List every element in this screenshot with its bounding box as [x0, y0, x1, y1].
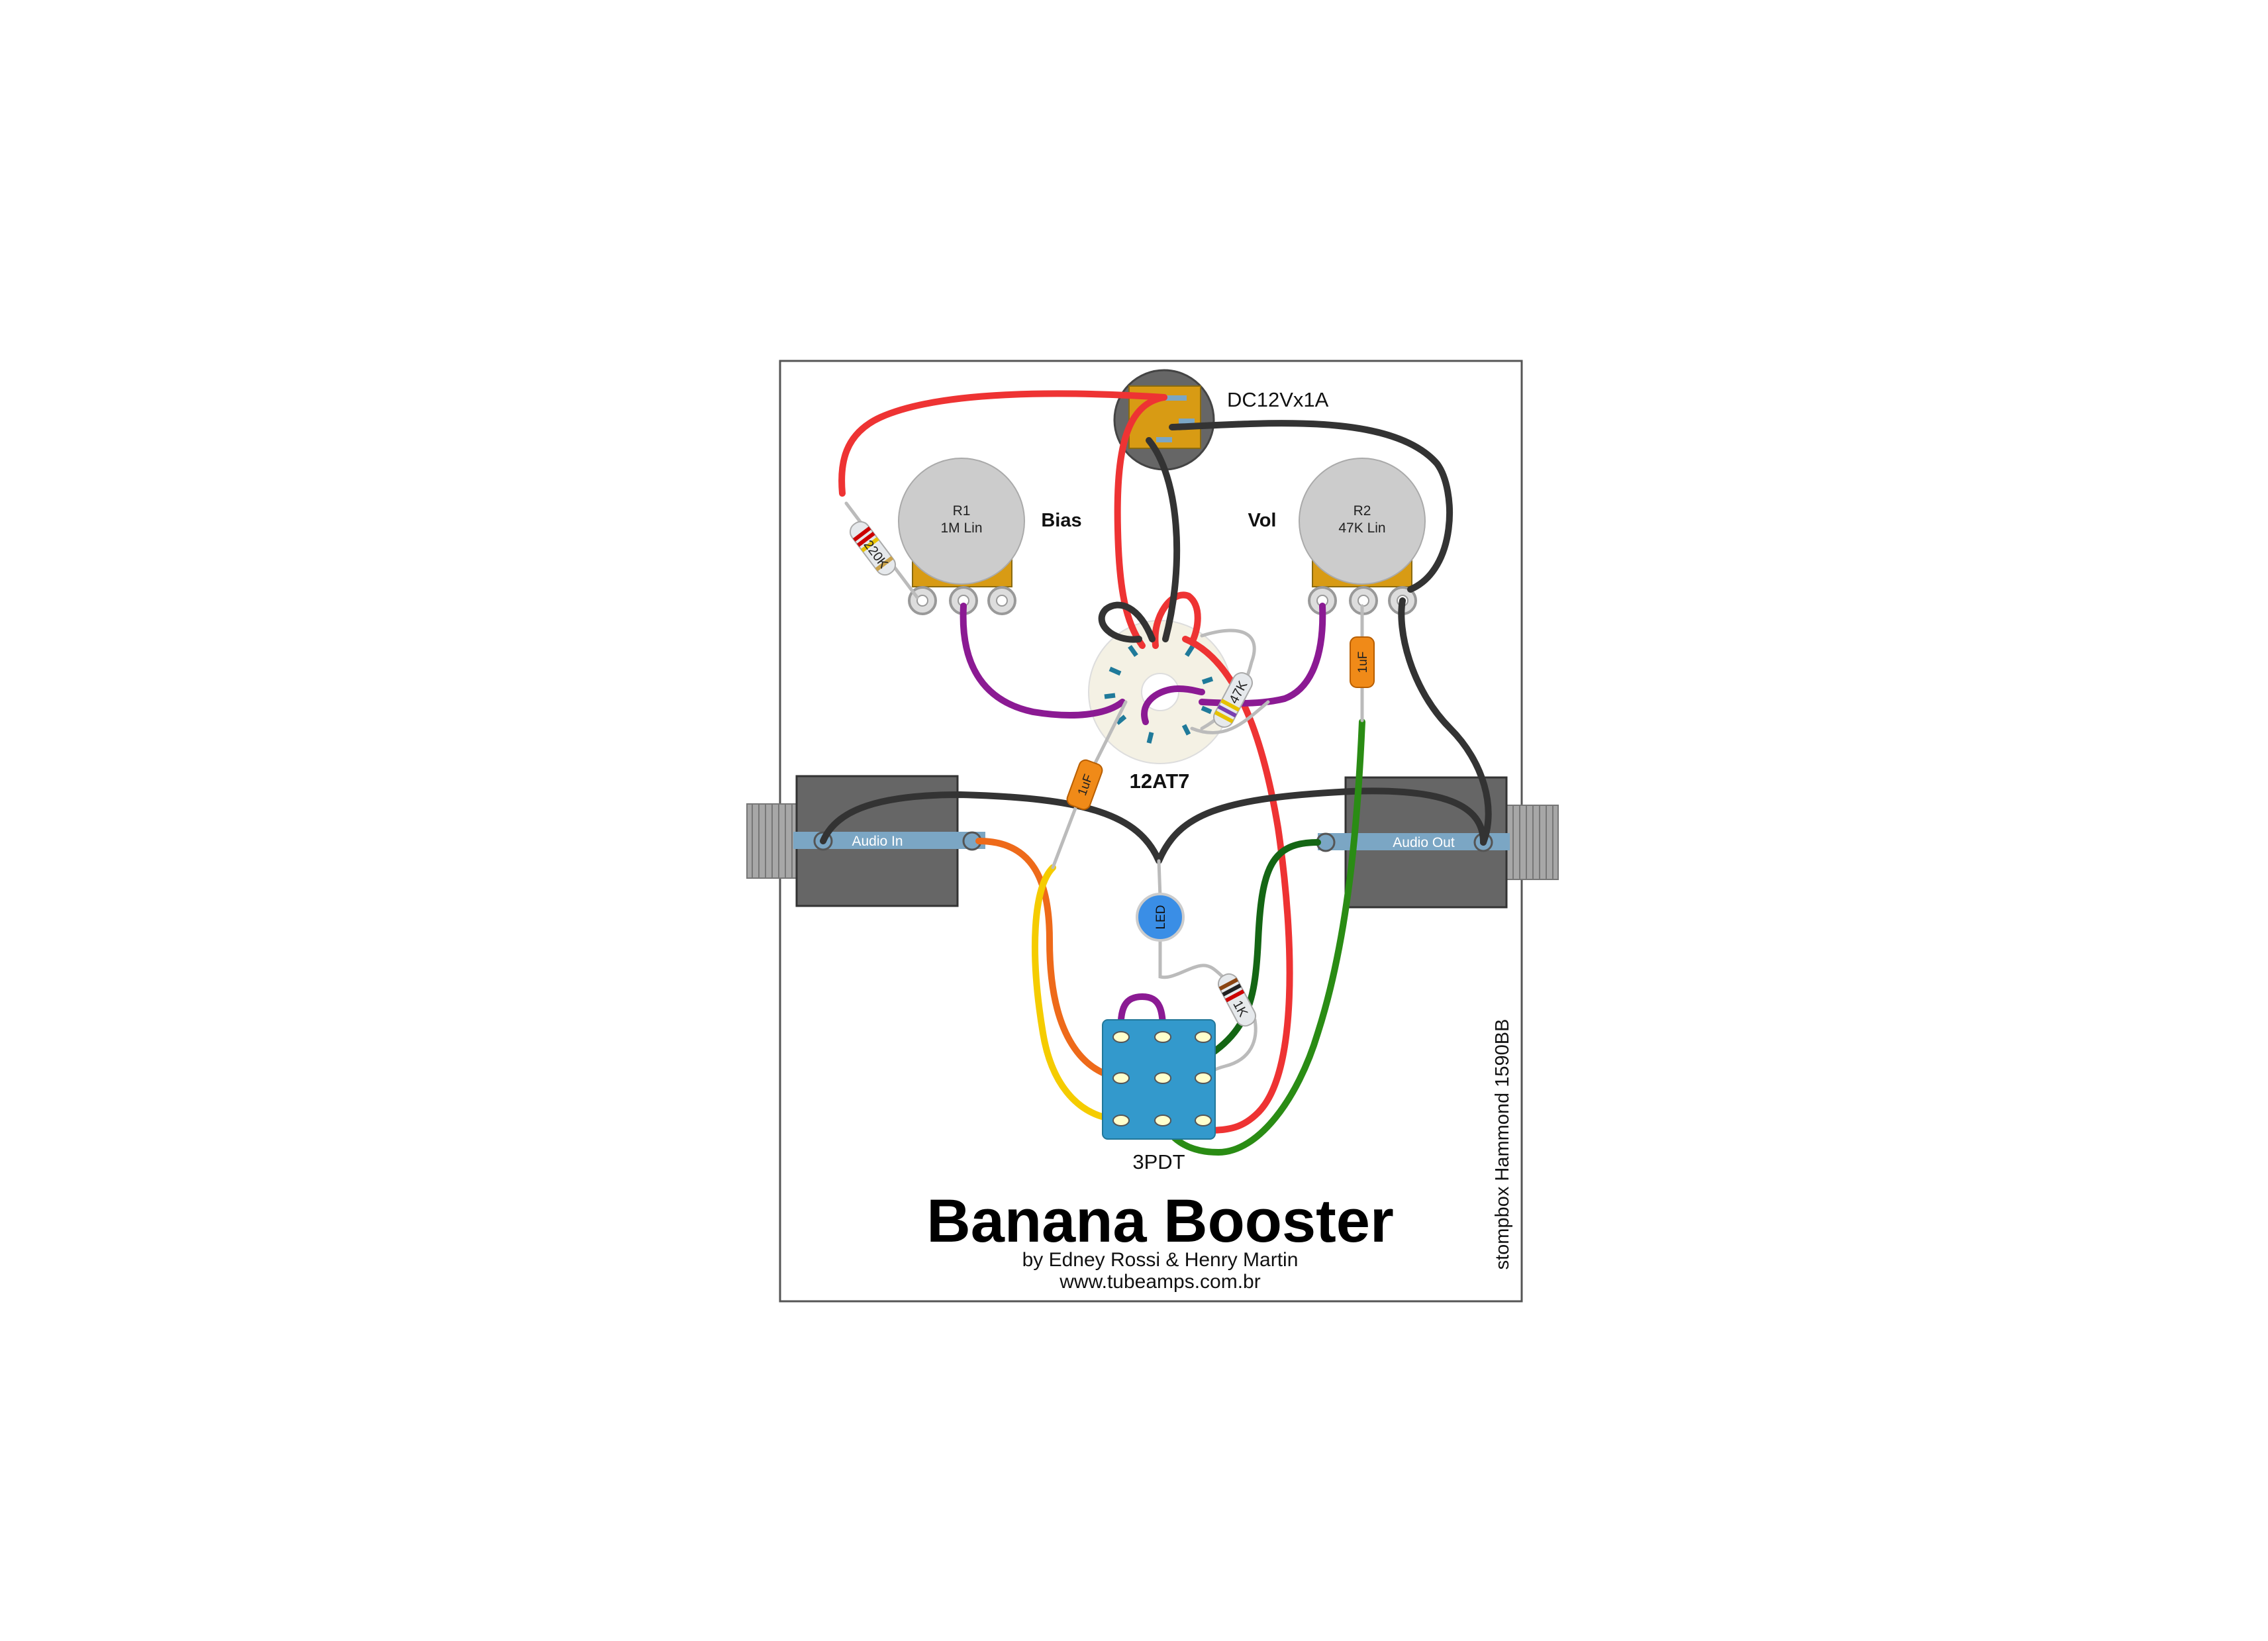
- tube-label: 12AT7: [1130, 770, 1190, 793]
- pedal-credits: by Edney Rossi & Henry Martin: [1022, 1249, 1299, 1271]
- led-label: LED: [1154, 905, 1168, 930]
- capacitor-c1: 1uF: [1066, 759, 1103, 811]
- audio-in-label: Audio In: [852, 834, 903, 849]
- pot-r2-knob: [1299, 458, 1426, 585]
- dc-jack-pin-3: [1156, 437, 1172, 442]
- wire-black-dc-to-out: [1169, 420, 1453, 593]
- pot-r1-label-1: R1: [953, 503, 971, 519]
- pot-r2-label-1: R2: [1354, 503, 1371, 519]
- wire-darkgreen-out-to-switch: [1159, 839, 1321, 1081]
- pot-r2-name: Vol: [1248, 510, 1277, 531]
- wire-purple-r1-to-tube: [960, 603, 1126, 719]
- tube-pin-marks: [1104, 644, 1214, 744]
- wires: [820, 390, 1492, 1156]
- wire-black-r2-to-out: [1398, 597, 1492, 846]
- dc-jack-label: DC12Vx1A: [1227, 388, 1329, 411]
- wire-purple-tube-jumper: [1141, 685, 1205, 725]
- dc-jack-pin-2: [1179, 419, 1195, 424]
- audio-out-label: Audio Out: [1393, 835, 1455, 850]
- wire-yellow-to-switch: [1032, 864, 1124, 1122]
- pot-r1-label-2: 1M Lin: [940, 521, 982, 536]
- pedal-title: Banana Booster: [926, 1187, 1394, 1255]
- footswitch-3pdt: [1102, 1019, 1216, 1140]
- pot-r1: R1 1M Lin: [898, 458, 1025, 615]
- led-body: [1136, 893, 1185, 942]
- led: LED: [1136, 893, 1185, 942]
- pot-r1-name: Bias: [1041, 510, 1081, 531]
- pot-r2-label-2: 47K Lin: [1338, 521, 1385, 536]
- switch-label: 3PDT: [1132, 1150, 1185, 1173]
- wire-red-dc-to-r1: [838, 390, 1167, 497]
- dc-jack-pin-1: [1165, 395, 1187, 401]
- audio-out-jack: Audio Out: [1316, 776, 1559, 909]
- pot-r2: R2 47K Lin: [1299, 458, 1426, 615]
- capacitor-c2: 1uF: [1350, 636, 1375, 688]
- wire-orange-in-to-switch: [975, 838, 1124, 1081]
- switch-lugs: [1112, 1031, 1212, 1126]
- audio-in-thread-lines: [752, 804, 793, 878]
- wire-green-cap-to-switch: [1159, 719, 1365, 1156]
- enclosure-label: stompbox Hammond 1590BB: [1492, 1019, 1513, 1270]
- audio-out-thread-lines: [1512, 805, 1553, 879]
- pedal-website: www.tubeamps.com.br: [1059, 1271, 1260, 1293]
- resistor-1k: 1K: [1217, 973, 1257, 1027]
- wire-black-tube-loop: [1098, 601, 1156, 643]
- wire-red-dc-to-tube: [1114, 394, 1167, 649]
- wire-red-tube-loop: [1152, 591, 1201, 649]
- pot-r1-knob: [898, 458, 1025, 585]
- wire-purple-switch-jumper: [1117, 993, 1167, 1040]
- wire-black-dc-to-tube: [1146, 437, 1181, 642]
- capacitor-c2-label: 1uF: [1356, 652, 1370, 673]
